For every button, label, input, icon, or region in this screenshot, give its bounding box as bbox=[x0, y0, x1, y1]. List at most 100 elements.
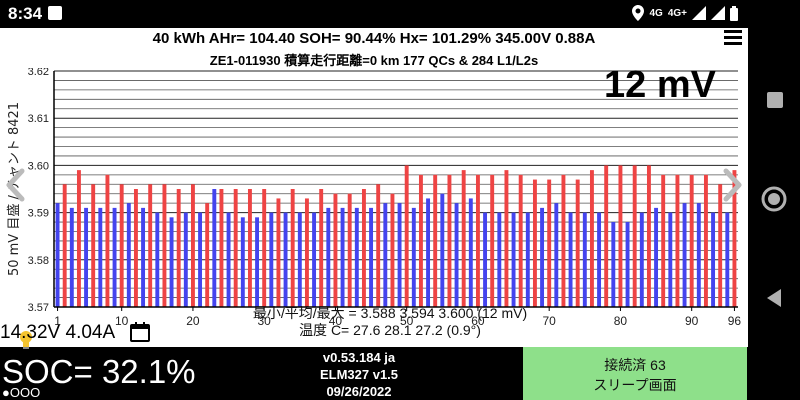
x-tick-label: 10 bbox=[115, 314, 129, 328]
bar-cell-6 bbox=[91, 184, 96, 307]
bar-cell-33 bbox=[283, 212, 288, 307]
x-tick-label: 60 bbox=[471, 314, 485, 328]
bar-cell-18 bbox=[176, 189, 181, 307]
bar-cell-84 bbox=[646, 165, 651, 307]
bar-cell-10 bbox=[119, 184, 124, 307]
bar-cell-85 bbox=[654, 207, 659, 307]
cell-voltage-chart: 3.57 3.58 3.59 3.60 3.61 3.62 1 10 20 30 40 50 60 70 8… bbox=[0, 66, 748, 348]
status-bar: 8:34 4G 4G+ bbox=[0, 0, 748, 28]
lightbulb-icon[interactable] bbox=[18, 330, 34, 350]
x-tick-label: 40 bbox=[329, 314, 343, 328]
bar-cell-35 bbox=[297, 212, 302, 307]
bar-cell-53 bbox=[426, 198, 431, 307]
bar-cell-87 bbox=[668, 212, 673, 307]
bar-cell-49 bbox=[397, 203, 402, 307]
y-tick-label: 3.59 bbox=[28, 208, 49, 220]
bar-cell-46 bbox=[376, 184, 381, 307]
bar-cell-56 bbox=[447, 174, 452, 307]
bar-cell-42 bbox=[347, 193, 352, 307]
calendar-icon[interactable] bbox=[130, 322, 150, 342]
voltage-current-readout: 14.32V 4.04A bbox=[0, 322, 116, 343]
bar-cell-5 bbox=[84, 207, 89, 307]
bar-cell-83 bbox=[639, 212, 644, 307]
bar-cell-44 bbox=[361, 189, 366, 307]
bar-cell-80 bbox=[618, 165, 623, 307]
bar-cell-95 bbox=[725, 212, 730, 307]
bar-cell-57 bbox=[454, 203, 459, 307]
bar-cell-13 bbox=[141, 207, 146, 307]
bar-cell-68 bbox=[532, 179, 537, 307]
previous-arrow-icon[interactable] bbox=[4, 168, 26, 202]
bar-cell-45 bbox=[369, 207, 374, 307]
next-arrow-icon[interactable] bbox=[722, 168, 744, 202]
bar-cell-1 bbox=[55, 203, 60, 307]
bar-cell-93 bbox=[711, 212, 716, 307]
adapter-version: ELM327 v1.5 bbox=[319, 367, 399, 382]
bar-cell-51 bbox=[411, 207, 416, 307]
bar-cell-52 bbox=[418, 174, 423, 307]
bar-cell-61 bbox=[483, 212, 488, 307]
status-time: 8:34 bbox=[8, 4, 43, 23]
bar-cell-90 bbox=[689, 174, 694, 307]
home-circle-icon[interactable] bbox=[760, 185, 788, 213]
bar-cell-39 bbox=[326, 207, 331, 307]
soc-readout: SOC= 32.1% bbox=[2, 353, 196, 390]
y-tick-label: 3.62 bbox=[28, 68, 49, 78]
version-info: v0.53.184 ja ELM327 v1.5 09/26/2022 bbox=[304, 349, 414, 400]
bar-cell-26 bbox=[233, 189, 238, 307]
back-triangle-icon[interactable] bbox=[760, 287, 788, 309]
bar-cell-94 bbox=[718, 184, 723, 307]
y-tick-label: 3.60 bbox=[28, 160, 49, 172]
bar-cell-79 bbox=[611, 222, 616, 307]
bar-cell-2 bbox=[62, 184, 67, 307]
bar-cell-74 bbox=[575, 179, 580, 307]
bar-cell-21 bbox=[198, 212, 203, 307]
vehicle-summary: ZE1-011930 積算走行距離=0 km 177 QCs & 284 L1/… bbox=[209, 53, 539, 68]
bar-cell-23 bbox=[212, 189, 217, 307]
bar-cell-89 bbox=[682, 203, 687, 307]
page-indicator[interactable]: ●OOO bbox=[2, 385, 41, 400]
bar-cell-24 bbox=[219, 189, 224, 307]
bar-cell-66 bbox=[518, 174, 523, 307]
bar-cell-20 bbox=[190, 184, 195, 307]
x-tick-label: 30 bbox=[258, 314, 272, 328]
y-tick-label: 3.61 bbox=[28, 113, 49, 125]
bar-cell-50 bbox=[404, 165, 409, 307]
bar-cell-12 bbox=[133, 189, 138, 307]
bar-cell-11 bbox=[126, 203, 131, 307]
bar-cell-48 bbox=[390, 193, 395, 307]
bar-cell-92 bbox=[703, 174, 708, 307]
bar-cell-58 bbox=[461, 170, 466, 307]
connection-button[interactable]: 接続済 63 スリープ画面 bbox=[523, 347, 747, 400]
bar-cell-63 bbox=[497, 212, 502, 307]
bar-cell-4 bbox=[76, 170, 81, 307]
bar-cell-75 bbox=[582, 212, 587, 307]
bar-cell-28 bbox=[247, 189, 252, 307]
app-content: 40 kWh AHr= 104.40 SOH= 90.44% Hx= 101.2… bbox=[0, 28, 748, 400]
bar-cell-41 bbox=[340, 207, 345, 307]
notification-square-icon bbox=[48, 6, 62, 20]
version-date: 09/26/2022 bbox=[326, 384, 392, 399]
x-tick-label: 80 bbox=[614, 314, 628, 328]
x-tick-label: 96 bbox=[728, 314, 742, 328]
system-nav-bar bbox=[748, 0, 800, 400]
bar-cell-8 bbox=[105, 174, 110, 307]
bar-cell-69 bbox=[540, 207, 545, 307]
bar-cell-76 bbox=[589, 170, 594, 307]
bar-cell-22 bbox=[205, 203, 210, 307]
bar-cell-34 bbox=[290, 189, 295, 307]
bar-cell-19 bbox=[183, 212, 188, 307]
bar-cell-40 bbox=[333, 193, 338, 307]
menu-icon[interactable] bbox=[724, 30, 742, 46]
bar-cell-81 bbox=[625, 222, 630, 307]
bar-cell-37 bbox=[312, 212, 317, 307]
bar-cell-82 bbox=[632, 165, 637, 307]
cell-voltage-chart-svg: 3.57 3.58 3.59 3.60 3.61 3.62 1 10 20 30 40 50 60 70 8… bbox=[7, 66, 742, 328]
recents-square-icon[interactable] bbox=[760, 90, 788, 112]
bar-cell-54 bbox=[433, 174, 438, 307]
bar-cell-7 bbox=[98, 207, 103, 307]
wifi-signal-icon bbox=[711, 6, 725, 20]
bar-cell-70 bbox=[547, 179, 552, 307]
bar-cell-62 bbox=[490, 174, 495, 307]
bar-cell-32 bbox=[276, 198, 281, 307]
